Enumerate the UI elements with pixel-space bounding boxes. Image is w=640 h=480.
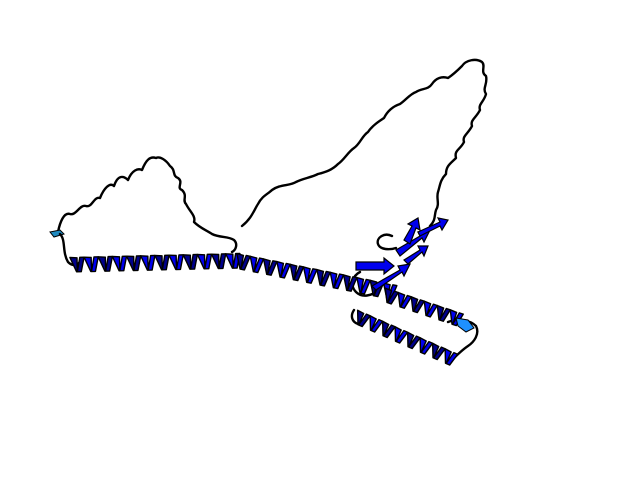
n-terminus <box>49 229 65 238</box>
helix-turn <box>262 258 278 276</box>
beta-strand-4 <box>403 217 421 245</box>
helix-turn <box>140 254 156 271</box>
helix-turn <box>168 254 184 271</box>
helix-lower-a <box>384 287 464 327</box>
helix-turn <box>276 260 291 279</box>
helix-turn <box>236 252 251 271</box>
helix-turn <box>249 255 265 274</box>
helix-turn <box>384 287 399 305</box>
helix-turn <box>444 348 459 366</box>
helix-turn <box>397 291 412 309</box>
helix-turn <box>356 309 371 328</box>
helix-turn <box>381 320 396 339</box>
helix-turn <box>302 266 318 284</box>
helix-turn <box>196 253 213 270</box>
helix-turn <box>210 253 227 270</box>
helix-turn <box>436 304 451 322</box>
helix-turn <box>83 256 99 273</box>
beta-strand-5 <box>417 217 449 237</box>
beta-strand-2 <box>371 263 412 291</box>
helix-turn <box>342 274 358 292</box>
helix-turn <box>356 276 371 295</box>
helix-turn <box>410 296 425 314</box>
helix-turn <box>394 326 409 344</box>
helix-turn <box>419 337 434 355</box>
coil-left-loop <box>56 156 238 254</box>
helix-turn <box>182 253 199 270</box>
helix-turn <box>154 254 170 271</box>
helix-turn <box>125 255 142 272</box>
helix-lower-b <box>356 309 459 366</box>
helix-turn <box>289 263 305 282</box>
helix-end-cap <box>455 317 475 333</box>
coil-upper-loop <box>240 58 488 228</box>
beta-sheet <box>355 217 449 291</box>
beta-strand-1 <box>355 256 395 276</box>
helix-turn <box>369 315 384 333</box>
helix-turn <box>111 255 128 272</box>
helix-turn <box>97 255 114 272</box>
helix-turn <box>316 268 331 287</box>
helix-turn <box>69 256 85 273</box>
helix-turn <box>431 342 446 361</box>
helix-turn <box>423 300 438 318</box>
long-helix <box>69 252 398 300</box>
helix-turn <box>406 331 421 350</box>
beta-strand-6 <box>403 245 429 265</box>
helix-turn <box>329 271 345 290</box>
coil-sheet-turns <box>350 233 479 362</box>
